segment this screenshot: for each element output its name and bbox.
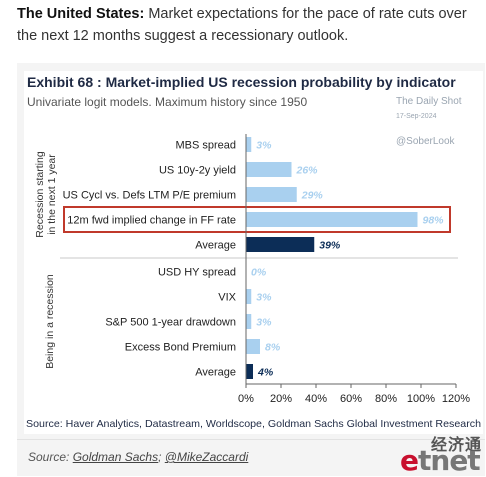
data-label: 29% bbox=[301, 190, 324, 202]
bar-1-3 bbox=[246, 187, 297, 202]
chart-subtitle: Univariate logit models. Maximum history… bbox=[27, 95, 307, 109]
intro-text: Market expectations for the pace of rate… bbox=[17, 6, 467, 44]
bar-1-1 bbox=[246, 137, 252, 152]
x-tick-label: 60% bbox=[340, 393, 362, 405]
data-label: 39% bbox=[319, 240, 341, 252]
intro-paragraph: The United States: Market expectations f… bbox=[17, 3, 482, 47]
x-tick-label: 100% bbox=[407, 393, 435, 405]
bar-label: S&P 500 1-year drawdown bbox=[105, 317, 236, 329]
data-label: 26% bbox=[296, 165, 319, 177]
highlight-box bbox=[63, 206, 451, 233]
bar-label: US Cycl vs. Defs LTM P/E premium bbox=[63, 190, 236, 202]
etnet-logo-e: e bbox=[400, 444, 419, 477]
data-label: 98% bbox=[423, 215, 445, 227]
watermark-daily-shot: The Daily Shot bbox=[396, 96, 462, 107]
caption-text: Source: Goldman Sachs; @MikeZaccardi bbox=[28, 450, 248, 464]
bar-label: Average bbox=[195, 240, 236, 252]
data-label: 4% bbox=[257, 367, 274, 379]
data-label: 3% bbox=[256, 317, 272, 329]
group-label-1: Recession startingin the next 1 year bbox=[34, 151, 58, 238]
figure-caption: Source: Goldman Sachs; @MikeZaccardi bbox=[17, 439, 485, 476]
etnet-logo: etnet bbox=[400, 444, 481, 477]
data-label: 3% bbox=[256, 140, 272, 152]
x-tick-label: 120% bbox=[442, 393, 470, 405]
etnet-logo-tnet: tnet bbox=[418, 444, 481, 477]
bar-2-3 bbox=[246, 314, 252, 329]
chart-title: Exhibit 68 : Market-implied US recession… bbox=[27, 74, 456, 90]
bar-label: Average bbox=[195, 367, 236, 379]
x-tick-label: 40% bbox=[305, 393, 327, 405]
bar-label: USD HY spread bbox=[158, 267, 236, 279]
bar-label: Excess Bond Premium bbox=[125, 342, 236, 354]
goldman-sachs-link[interactable]: Goldman Sachs bbox=[72, 450, 159, 464]
group-label-2: Being in a recession bbox=[44, 274, 56, 369]
bar-2-5 bbox=[246, 364, 253, 379]
data-label: 3% bbox=[256, 292, 272, 304]
data-label: 0% bbox=[251, 267, 267, 279]
caption-prefix: Source: bbox=[28, 450, 73, 464]
etnet-logo-chinese: 经济通 bbox=[431, 435, 483, 454]
bar-2-4 bbox=[246, 339, 260, 354]
bar-1-5 bbox=[246, 237, 315, 252]
watermark-handle: @SoberLook bbox=[396, 136, 456, 147]
group-label-line: Recession starting bbox=[34, 151, 46, 238]
data-label: 8% bbox=[265, 342, 281, 354]
watermark-date: 17-Sep-2024 bbox=[396, 113, 437, 120]
bar-label: VIX bbox=[218, 292, 236, 304]
x-tick-label: 20% bbox=[270, 393, 292, 405]
bar-2-2 bbox=[246, 289, 252, 304]
chart-source: Source: Haver Analytics, Datastream, Wor… bbox=[26, 418, 481, 430]
group-label-line: Being in a recession bbox=[44, 274, 56, 369]
bar-1-2 bbox=[246, 162, 292, 177]
group-label-line: in the next 1 year bbox=[46, 154, 58, 235]
bar-label: MBS spread bbox=[175, 140, 236, 152]
x-tick-label: 0% bbox=[238, 393, 254, 405]
bar-1-4 bbox=[246, 212, 418, 227]
chart-card bbox=[24, 71, 483, 434]
caption-separator: ; bbox=[158, 450, 165, 464]
bar-label: 12m fwd implied change in FF rate bbox=[67, 215, 236, 227]
mike-zaccardi-link[interactable]: @MikeZaccardi bbox=[164, 450, 249, 464]
x-tick-label: 80% bbox=[375, 393, 397, 405]
intro-bold: The United States: bbox=[17, 6, 145, 22]
bar-label: US 10y-2y yield bbox=[159, 165, 236, 177]
